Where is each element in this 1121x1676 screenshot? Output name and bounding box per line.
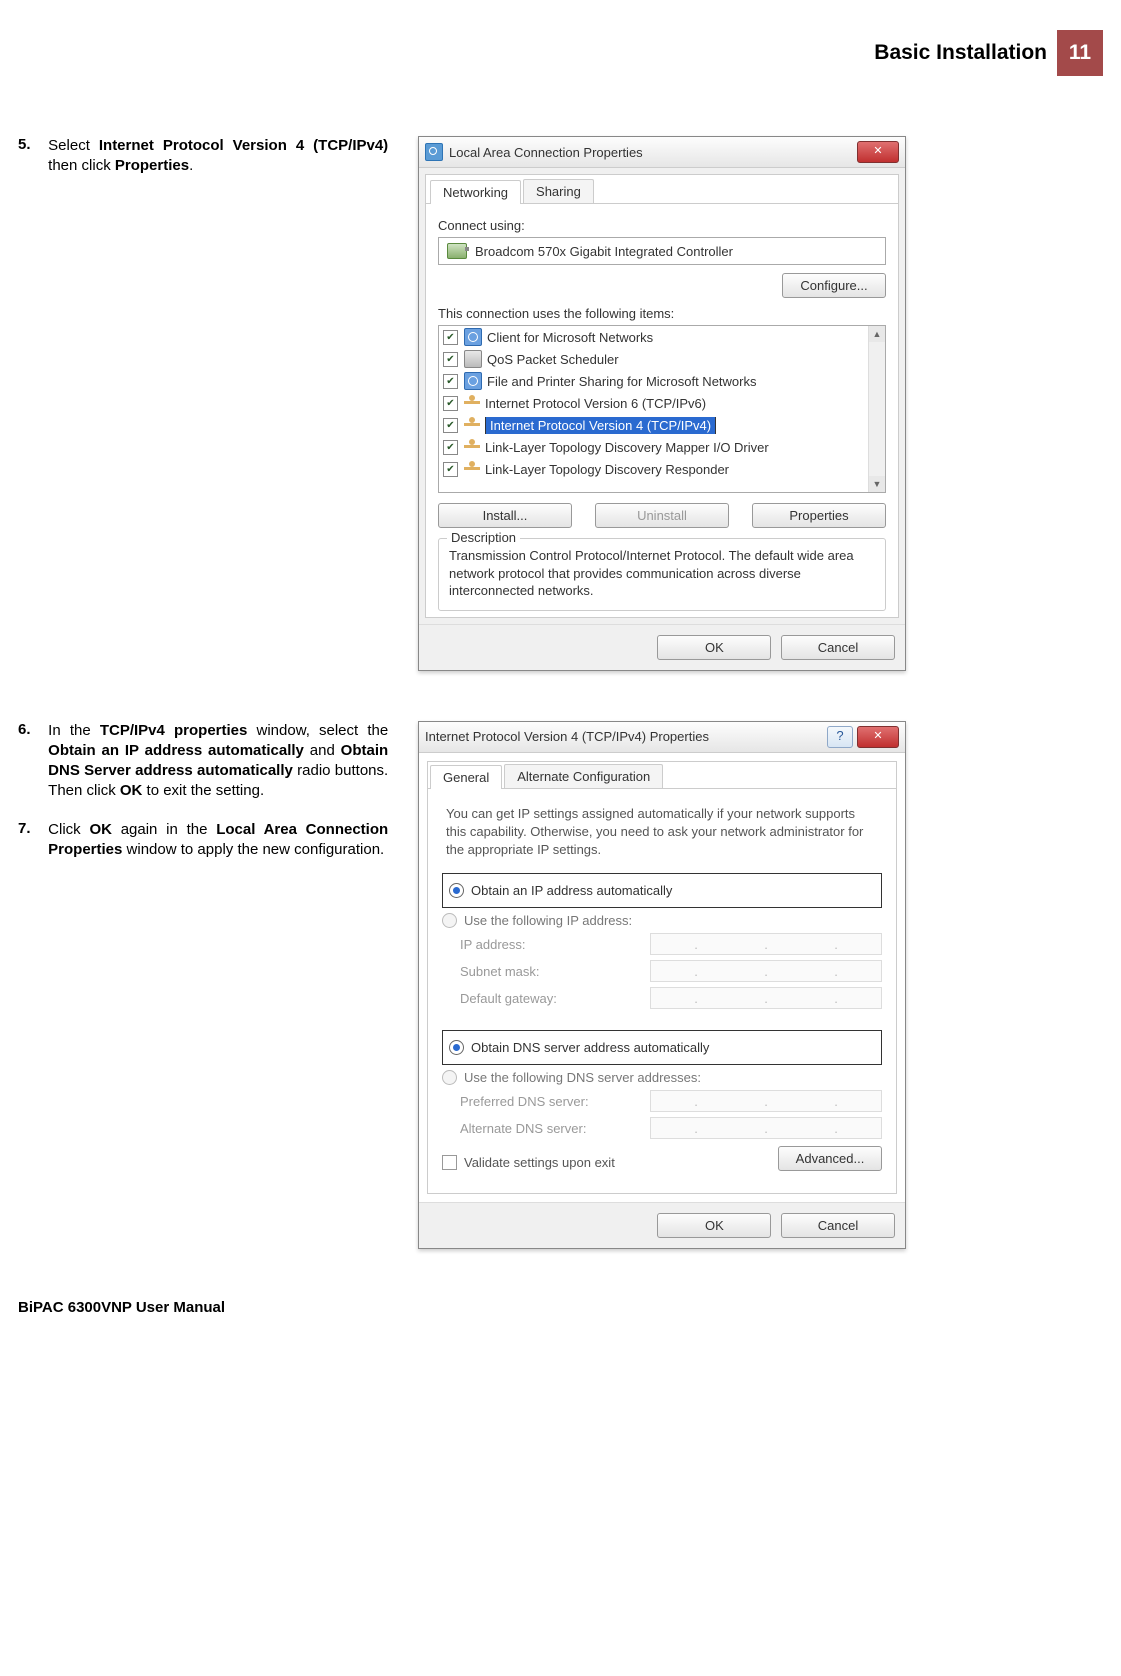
list-item-label: Link-Layer Topology Discovery Responder [485, 462, 729, 477]
prot-icon [464, 461, 480, 477]
checkbox-icon[interactable] [443, 462, 458, 477]
page-header: Basic Installation 11 [18, 30, 1103, 76]
step-7-text: 7. Click OK again in the Local Area Conn… [18, 820, 398, 861]
install-button[interactable]: Install... [438, 503, 572, 528]
radio-obtain-dns-auto[interactable]: Obtain DNS server address automatically [449, 1040, 875, 1055]
close-button[interactable]: ✕ [857, 141, 899, 163]
tabs: Networking Sharing [426, 175, 898, 204]
dialog-title: Internet Protocol Version 4 (TCP/IPv4) P… [425, 729, 827, 744]
list-item[interactable]: Client for Microsoft Networks [439, 326, 885, 348]
dialog-title: Local Area Connection Properties [449, 145, 857, 160]
titlebar[interactable]: Local Area Connection Properties ✕ [419, 137, 905, 168]
radio-icon [442, 1070, 457, 1085]
list-item-label: File and Printer Sharing for Microsoft N… [487, 374, 756, 389]
list-item[interactable]: Internet Protocol Version 4 (TCP/IPv4) [439, 414, 885, 436]
tab-alternate[interactable]: Alternate Configuration [504, 764, 663, 788]
radio-obtain-ip-auto[interactable]: Obtain an IP address automatically [449, 883, 875, 898]
local-area-connection-properties-dialog: Local Area Connection Properties ✕ Netwo… [418, 136, 906, 671]
nic-icon [447, 243, 467, 259]
checkbox-icon[interactable] [443, 440, 458, 455]
list-item-label: Internet Protocol Version 6 (TCP/IPv6) [485, 396, 706, 411]
items-label: This connection uses the following items… [438, 306, 886, 321]
prot-icon [464, 417, 480, 433]
tab-general[interactable]: General [430, 765, 502, 789]
connect-using-label: Connect using: [438, 218, 886, 233]
intro-text: You can get IP settings assigned automat… [446, 805, 878, 860]
step-number: 7. [18, 820, 44, 837]
cancel-button[interactable]: Cancel [781, 1213, 895, 1238]
list-item[interactable]: Link-Layer Topology Discovery Mapper I/O… [439, 436, 885, 458]
cancel-button[interactable]: Cancel [781, 635, 895, 660]
field-ip-address: IP address:... [460, 933, 882, 955]
radio-icon [449, 883, 464, 898]
step-number: 5. [18, 136, 44, 153]
checkbox-icon[interactable] [443, 330, 458, 345]
list-item[interactable]: QoS Packet Scheduler [439, 348, 885, 370]
field-default-gateway: Default gateway:... [460, 987, 882, 1009]
checkbox-icon[interactable] [443, 374, 458, 389]
obtain-dns-auto-focus: Obtain DNS server address automatically [442, 1030, 882, 1065]
list-item[interactable]: Internet Protocol Version 6 (TCP/IPv6) [439, 392, 885, 414]
footer-text: BiPAC 6300VNP User Manual [18, 1299, 1103, 1316]
radio-use-dns[interactable]: Use the following DNS server addresses: [442, 1070, 882, 1085]
prot-icon [464, 439, 480, 455]
list-item-label: Client for Microsoft Networks [487, 330, 653, 345]
items-listbox[interactable]: Client for Microsoft Networks QoS Packet … [438, 325, 886, 493]
help-button[interactable]: ? [827, 726, 853, 748]
list-item[interactable]: File and Printer Sharing for Microsoft N… [439, 370, 885, 392]
tab-networking[interactable]: Networking [430, 180, 521, 204]
adapter-name: Broadcom 570x Gigabit Integrated Control… [475, 244, 733, 259]
close-button[interactable]: ✕ [857, 726, 899, 748]
dialog-footer: OK Cancel [419, 1202, 905, 1248]
page-number-badge: 11 [1057, 30, 1103, 76]
header-title: Basic Installation [874, 41, 1047, 65]
description-text: Transmission Control Protocol/Internet P… [449, 547, 875, 600]
tab-sharing[interactable]: Sharing [523, 179, 594, 203]
field-alternate-dns: Alternate DNS server:... [460, 1117, 882, 1139]
checkbox-icon[interactable] [443, 418, 458, 433]
uninstall-button[interactable]: Uninstall [595, 503, 729, 528]
checkbox-icon[interactable] [443, 352, 458, 367]
description-label: Description [447, 530, 520, 545]
radio-icon [449, 1040, 464, 1055]
net-icon [464, 372, 482, 390]
radio-use-ip[interactable]: Use the following IP address: [442, 913, 882, 928]
list-item-label: Link-Layer Topology Discovery Mapper I/O… [485, 440, 769, 455]
step-5-text: 5. Select Internet Protocol Version 4 (T… [18, 136, 398, 177]
dialog-footer: OK Cancel [419, 624, 905, 670]
ok-button[interactable]: OK [657, 635, 771, 660]
description-group: Description Transmission Control Protoco… [438, 538, 886, 611]
step-number: 6. [18, 721, 44, 738]
field-preferred-dns: Preferred DNS server:... [460, 1090, 882, 1112]
configure-button[interactable]: Configure... [782, 273, 886, 298]
srv-icon [464, 350, 482, 368]
properties-button[interactable]: Properties [752, 503, 886, 528]
adapter-box[interactable]: Broadcom 570x Gigabit Integrated Control… [438, 237, 886, 265]
checkbox-icon [442, 1155, 457, 1170]
obtain-ip-auto-focus: Obtain an IP address automatically [442, 873, 882, 908]
network-icon [425, 143, 443, 161]
advanced-button[interactable]: Advanced... [778, 1146, 882, 1171]
list-item-label: Internet Protocol Version 4 (TCP/IPv4) [485, 418, 716, 433]
ipv4-properties-dialog: Internet Protocol Version 4 (TCP/IPv4) P… [418, 721, 906, 1250]
step-6-text: 6. In the TCP/IPv4 properties window, se… [18, 721, 398, 802]
checkbox-icon[interactable] [443, 396, 458, 411]
field-subnet-mask: Subnet mask:... [460, 960, 882, 982]
list-item[interactable]: Link-Layer Topology Discovery Responder [439, 458, 885, 480]
prot-icon [464, 395, 480, 411]
list-item-label: QoS Packet Scheduler [487, 352, 619, 367]
scrollbar[interactable]: ▲▼ [868, 326, 885, 492]
net-icon [464, 328, 482, 346]
radio-icon [442, 913, 457, 928]
ok-button[interactable]: OK [657, 1213, 771, 1238]
tabs: General Alternate Configuration [427, 761, 897, 789]
titlebar[interactable]: Internet Protocol Version 4 (TCP/IPv4) P… [419, 722, 905, 753]
